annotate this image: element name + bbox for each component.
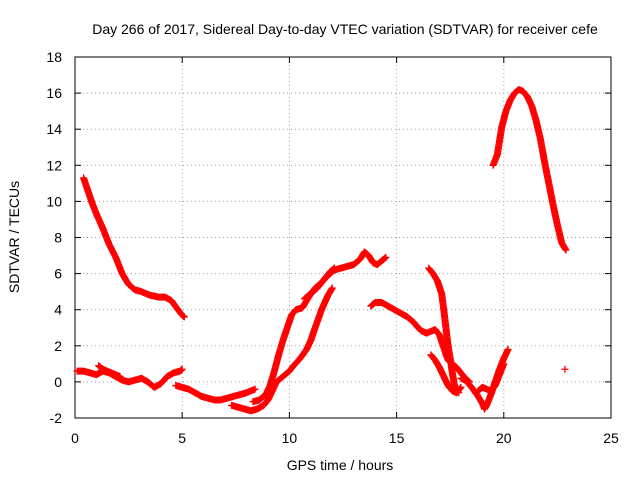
series-arc-e bbox=[228, 284, 336, 415]
series-arc-j bbox=[427, 351, 465, 397]
y-tick-label: 12 bbox=[46, 157, 62, 173]
y-tick-label: 0 bbox=[54, 374, 62, 390]
data-point bbox=[116, 372, 124, 380]
data-point bbox=[562, 246, 570, 254]
y-tick-labels: -2 0 2 4 6 8 10 12 14 16 18 bbox=[46, 49, 62, 426]
series-arc-l bbox=[474, 360, 508, 395]
data-point bbox=[456, 384, 464, 392]
series-arc-m bbox=[489, 85, 570, 254]
series-arc-a bbox=[80, 174, 188, 321]
data-point bbox=[457, 383, 465, 391]
x-tick-label: 15 bbox=[389, 430, 405, 446]
chart-title: Day 266 of 2017, Sidereal Day-to-day VTE… bbox=[92, 21, 598, 37]
series-arc-d bbox=[172, 382, 259, 404]
axis-ticks bbox=[74, 56, 612, 419]
data-point bbox=[178, 365, 186, 373]
data-point bbox=[330, 265, 338, 273]
x-tick-label: 10 bbox=[282, 430, 298, 446]
series-arc-n bbox=[561, 365, 569, 373]
data-point bbox=[328, 284, 336, 292]
y-tick-label: 2 bbox=[54, 338, 62, 354]
x-tick-label: 5 bbox=[178, 430, 186, 446]
data-point bbox=[382, 253, 390, 261]
x-tick-label: 0 bbox=[71, 430, 79, 446]
x-tick-label: 25 bbox=[603, 430, 619, 446]
y-tick-label: 16 bbox=[46, 85, 62, 101]
y-tick-label: 6 bbox=[54, 266, 62, 282]
y-tick-label: 4 bbox=[54, 302, 62, 318]
data-point bbox=[504, 345, 512, 353]
y-tick-label: 18 bbox=[46, 49, 62, 65]
y-tick-label: 8 bbox=[54, 230, 62, 246]
y-tick-label: 14 bbox=[46, 121, 62, 137]
data-point bbox=[381, 254, 389, 262]
x-tick-label: 20 bbox=[496, 430, 512, 446]
series-arc-c bbox=[95, 362, 124, 380]
data-point bbox=[330, 264, 338, 272]
y-tick-label: 10 bbox=[46, 193, 62, 209]
x-tick-labels: 0 5 10 15 20 25 bbox=[71, 430, 619, 446]
grid bbox=[75, 57, 611, 418]
x-axis-label: GPS time / hours bbox=[287, 457, 394, 473]
data-point bbox=[180, 313, 188, 321]
data-point bbox=[561, 365, 569, 373]
series-arc-k bbox=[457, 345, 512, 413]
data-points bbox=[73, 85, 570, 415]
y-tick-label: -2 bbox=[50, 410, 63, 426]
series-arc-b bbox=[73, 365, 186, 391]
data-point bbox=[500, 360, 508, 368]
data-point bbox=[251, 385, 259, 393]
series-arc-h bbox=[367, 298, 473, 386]
y-axis-label: SDTVAR / TECUs bbox=[6, 181, 22, 293]
series-arc-g bbox=[300, 264, 338, 303]
